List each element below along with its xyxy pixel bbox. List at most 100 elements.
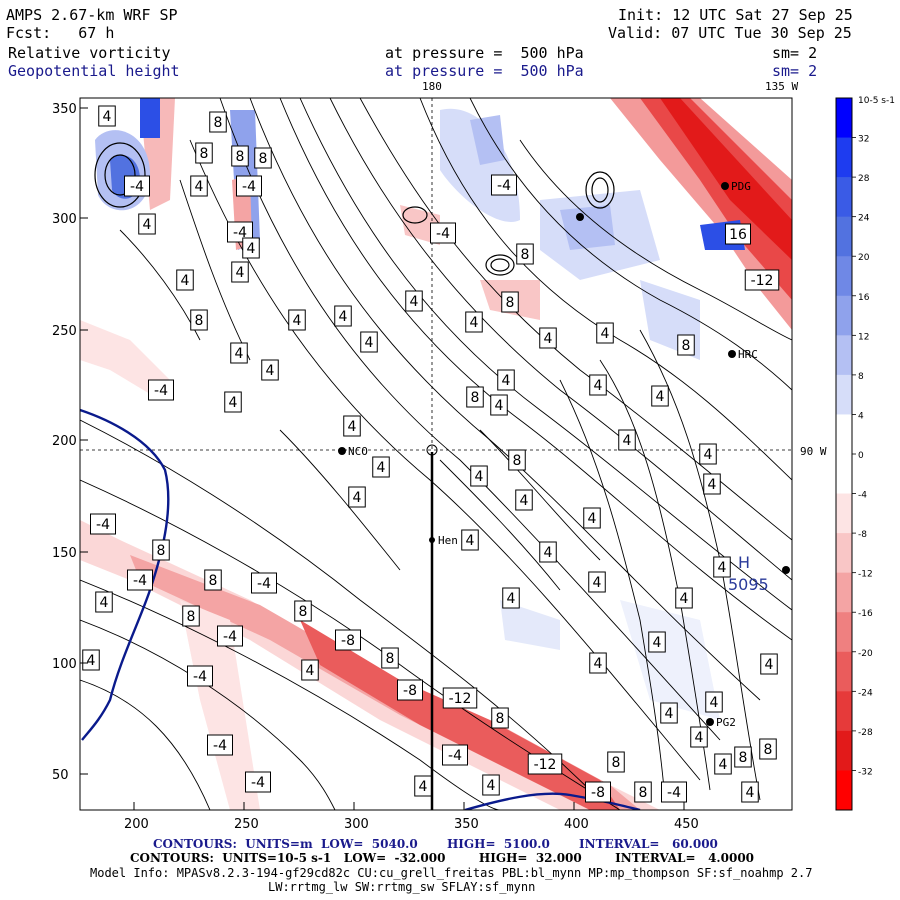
station-nco-dot: [338, 447, 346, 455]
contour-value: 4: [487, 778, 496, 794]
contour-value: 8: [471, 390, 480, 406]
contour-value: 8: [236, 149, 245, 165]
y-tick-label: 50: [52, 768, 69, 783]
colorbar-swatch: [836, 216, 852, 257]
contour-value-box: 8: [634, 781, 652, 803]
contour-value: -8: [591, 785, 605, 801]
colorbar-swatch: [836, 177, 852, 218]
contour-value-box: 4: [648, 631, 666, 653]
contour-value-box: 4: [98, 105, 116, 127]
contour-value-box: 4: [497, 369, 515, 391]
colorbar-swatch: [836, 651, 852, 692]
contour-value: 4: [235, 346, 244, 362]
field2-smoothing: sm= 2: [772, 62, 818, 80]
contour-value: 8: [639, 785, 648, 801]
contour-value: 4: [719, 757, 728, 773]
contour-value: 4: [593, 575, 602, 591]
contour-value-box: 4: [589, 374, 607, 396]
contour-value-box: 4: [690, 726, 708, 748]
contour-value-box: 4: [190, 175, 208, 197]
contour-value-box: 8: [607, 751, 625, 773]
contour-value-box: -4: [127, 569, 153, 591]
contour-value-box: -8: [397, 679, 423, 701]
contour-value: 4: [348, 419, 357, 435]
contour-value: 8: [521, 247, 530, 263]
contour-value-box: -4: [442, 744, 468, 766]
contour-value-box: 4: [703, 473, 721, 495]
contour-value-box: 16: [725, 223, 751, 245]
x-tick-label: 200: [124, 817, 149, 832]
contour-value: -4: [213, 738, 227, 754]
contour-value-box: 4: [242, 237, 260, 259]
contour-value-box: -4: [148, 379, 174, 401]
x-tick-label: 450: [674, 817, 699, 832]
contour-value: 8: [195, 313, 204, 329]
contour-value: 4: [665, 706, 674, 722]
footer-physics: LW:rrtmg_lw SW:rrtmg_sw SFLAY:sf_mynn: [268, 880, 536, 894]
colorbar-label: 32: [858, 135, 869, 145]
colorbar-swatch: [836, 137, 852, 178]
contour-value-box: 8: [195, 142, 213, 164]
contour-value: 4: [306, 663, 315, 679]
station-pg2-dot: [706, 718, 714, 726]
contour-value: 4: [365, 335, 374, 351]
contour-value-box: 4: [675, 587, 693, 609]
colorbar-swatch: [836, 98, 852, 139]
contour-value: -4: [448, 748, 462, 764]
contour-value-box: 8: [516, 243, 534, 265]
contour-value: 8: [200, 146, 209, 162]
colorbar-swatch: [836, 730, 852, 771]
contour-value-box: 4: [502, 587, 520, 609]
contour-value-box: 4: [515, 489, 533, 511]
contour-value: 4: [520, 493, 529, 509]
contour-value-box: 4: [596, 322, 614, 344]
contour-value-box: 8: [501, 291, 519, 313]
contour-value: -8: [403, 683, 417, 699]
contour-value: 8: [513, 453, 522, 469]
contour-value: 8: [739, 750, 748, 766]
station-hrc-dot: [728, 350, 736, 358]
station-hen-dot: [429, 537, 435, 543]
colorbar-label: -28: [858, 728, 873, 738]
contour-value: 4: [588, 511, 597, 527]
contour-value: 4: [339, 309, 348, 325]
contour-value-box: -4: [124, 175, 150, 197]
contour-value: 4: [236, 265, 245, 281]
station-pg2-label: PG2: [716, 716, 736, 729]
colorbar-label: 24: [858, 214, 870, 224]
contour-value-box: 4: [539, 541, 557, 563]
contour-value-box: 8: [734, 746, 752, 768]
model-title: AMPS 2.67-km WRF SP: [6, 6, 178, 24]
contour-value-box: 4: [589, 652, 607, 674]
station-pdg-label: PDG: [731, 180, 751, 193]
contour-value: 8: [682, 338, 691, 354]
contour-value-box: 4: [713, 556, 731, 578]
contour-value-box: -4: [661, 781, 687, 803]
contour-value-box: 4: [660, 702, 678, 724]
contour-value: 4: [601, 326, 610, 342]
contour-value: 4: [475, 469, 484, 485]
contour-value: 4: [710, 695, 719, 711]
contour-value: 4: [247, 241, 256, 257]
y-axis: 350 300 250 200 150 100 50: [52, 102, 88, 783]
contour-value-box: -12: [744, 269, 780, 291]
colorbar-unit: 10-5 s-1: [858, 96, 895, 106]
contour-value: 8: [187, 609, 196, 625]
field2-level: at pressure = 500 hPa: [385, 62, 584, 80]
contour-value: 4: [143, 217, 152, 233]
contour-value: 16: [729, 227, 747, 243]
lon-label-90w: 90 W: [800, 445, 827, 458]
contour-value: 4: [502, 373, 511, 389]
contour-value-box: 4: [583, 507, 601, 529]
contour-value-box: 4: [224, 391, 242, 413]
x-tick-label: 350: [454, 817, 479, 832]
contour-value: 4: [656, 389, 665, 405]
colorbar-swatch: [836, 295, 852, 336]
contour-value: 4: [266, 363, 275, 379]
contour-value: 4: [229, 395, 238, 411]
contour-value: 4: [419, 779, 428, 795]
colorbar-swatch: [836, 454, 852, 495]
contour-value-box: -4: [90, 513, 116, 535]
contour-value: -12: [449, 691, 472, 707]
contour-value-box: 4: [138, 213, 156, 235]
